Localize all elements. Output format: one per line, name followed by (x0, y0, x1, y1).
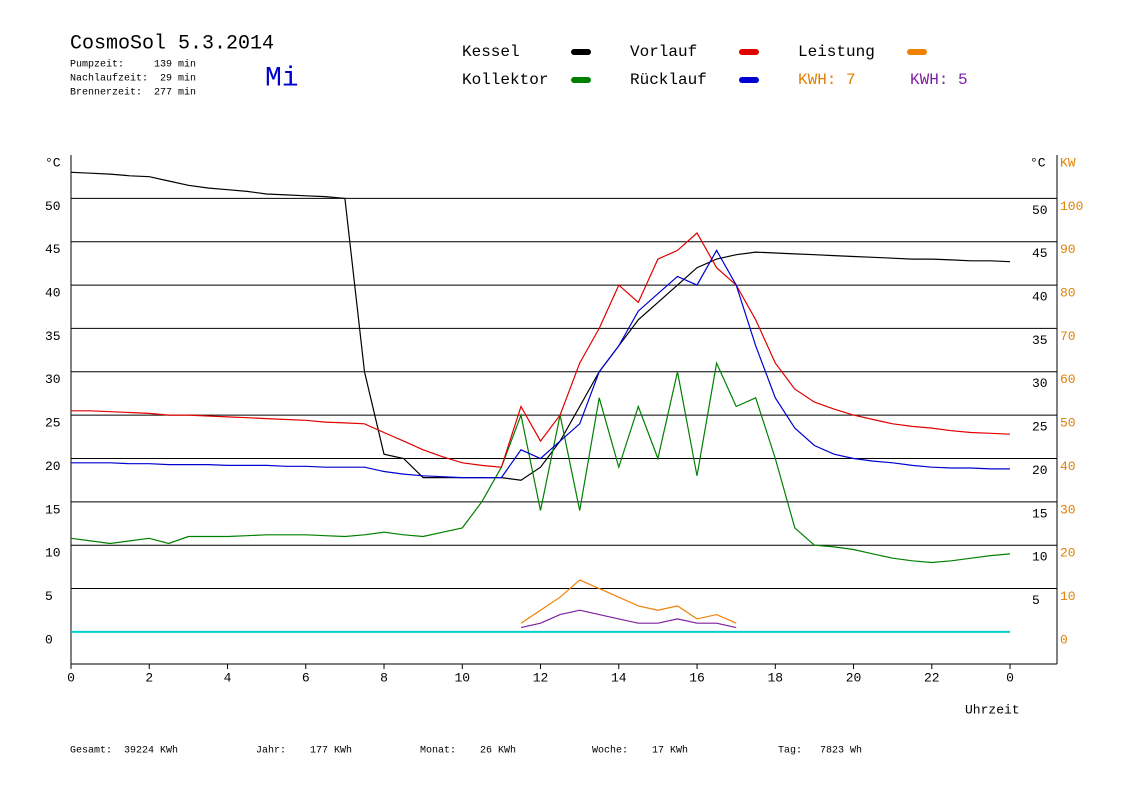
legend-label: Vorlauf (630, 43, 697, 61)
x-tick-label: 20 (846, 670, 862, 685)
legend-label: Kollektor (462, 71, 548, 89)
x-tick-label: 6 (302, 670, 310, 685)
series-line (70, 171, 1011, 481)
y2-tick-label: 40 (1060, 459, 1076, 474)
info: Pumpzeit: 139 min (70, 59, 196, 71)
y-tick-label: 40 (1032, 290, 1048, 305)
series-line (520, 609, 737, 629)
info: Brennerzeit: 277 min (70, 87, 196, 99)
x-tick-label: 18 (767, 670, 783, 685)
y2-tick-label: 60 (1060, 372, 1076, 387)
x-tick-label: 22 (924, 670, 940, 685)
series-line (70, 361, 1011, 564)
footer: Tag: 7823 Wh (778, 745, 862, 757)
y-tick-label: 10 (45, 546, 61, 561)
y2-tick-label: 80 (1060, 286, 1076, 301)
footer: Woche: 17 KWh (592, 745, 688, 757)
y2-tick-label: 10 (1060, 589, 1076, 604)
y-tick-label: 45 (1032, 246, 1048, 261)
y2-tick-label: 100 (1060, 199, 1083, 214)
y2-tick-label: 30 (1060, 502, 1076, 517)
y-tick-label: 15 (45, 502, 61, 517)
y-tick-label: 45 (45, 242, 61, 257)
x-tick-label: 14 (611, 670, 627, 685)
y2-tick-label: 70 (1060, 329, 1076, 344)
y-tick-label: 25 (45, 416, 61, 431)
legend-label: Kessel (462, 43, 520, 61)
y-tick-label: 40 (45, 286, 61, 301)
y2-axis-label: °C (1030, 155, 1046, 170)
weekday: Mi (265, 63, 299, 94)
chart-title: CosmoSol 5.3.2014 (70, 32, 274, 55)
series-line (71, 249, 1010, 479)
y2-tick-label: 50 (1060, 416, 1076, 431)
x-tick-label: 8 (380, 670, 388, 685)
info: Nachlaufzeit: 29 min (70, 73, 196, 85)
y-tick-label: 25 (1032, 420, 1048, 435)
y-tick-label: 10 (1032, 550, 1048, 565)
annotation: KWH: 5 (910, 71, 968, 89)
x-tick-label: 2 (145, 670, 153, 685)
y-tick-label: 5 (1032, 593, 1040, 608)
series-line (71, 232, 1011, 468)
y-tick-label: 5 (45, 589, 53, 604)
x-tick-label: 16 (689, 670, 705, 685)
y2-tick-label: 0 (1060, 632, 1068, 647)
y2-axis-label: KW (1060, 155, 1076, 170)
y-tick-label: 0 (45, 632, 53, 647)
x-tick-label: 10 (454, 670, 470, 685)
y-tick-label: 20 (1032, 463, 1048, 478)
y-axis-label: °C (45, 155, 61, 170)
y-tick-label: 30 (1032, 376, 1048, 391)
x-axis-label: Uhrzeit (965, 702, 1020, 717)
x-tick-label: 0 (67, 670, 75, 685)
y2-tick-label: 90 (1060, 242, 1076, 257)
y-tick-label: 35 (1032, 333, 1048, 348)
legend-label: Leistung (798, 43, 875, 61)
y-tick-label: 35 (45, 329, 61, 344)
footer: Jahr: 177 KWh (256, 745, 352, 757)
y-tick-label: 50 (1032, 203, 1048, 218)
footer: Monat: 26 KWh (420, 745, 516, 757)
y-tick-label: 15 (1032, 506, 1048, 521)
y-tick-label: 20 (45, 459, 61, 474)
annotation: KWH: 7 (798, 71, 856, 89)
y-tick-label: 30 (45, 372, 61, 387)
series-line (520, 579, 737, 624)
x-tick-label: 12 (533, 670, 549, 685)
y2-tick-label: 20 (1060, 546, 1076, 561)
legend-label: Rücklauf (630, 71, 707, 89)
y-tick-label: 50 (45, 199, 61, 214)
x-tick-label: 4 (224, 670, 232, 685)
x-tick-label: 0 (1006, 670, 1014, 685)
footer: Gesamt: 39224 KWh (70, 745, 178, 757)
